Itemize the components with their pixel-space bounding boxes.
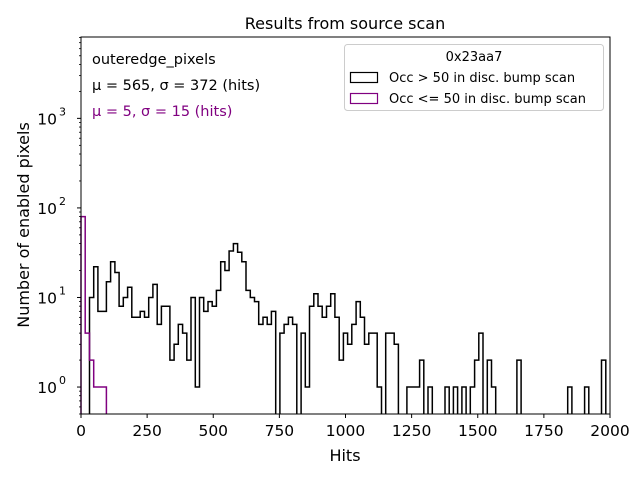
legend-swatch-high-occ	[349, 71, 379, 84]
legend-label-low-occ: Occ <= 50 in disc. bump scan	[389, 92, 586, 107]
y-axis-label: Number of enabled pixels	[14, 122, 33, 328]
y-tick-exponent: 1	[59, 284, 66, 297]
annotation-stats-main: μ = 565, σ = 372 (hits)	[92, 78, 260, 94]
x-tick-label: 1500	[458, 422, 497, 440]
y-tick-label: 10	[37, 379, 57, 397]
y-tick-label: 10	[37, 200, 57, 218]
legend-label-high-occ: Occ > 50 in disc. bump scan	[389, 71, 575, 86]
chart-title: Results from source scan	[245, 14, 445, 33]
series-layer	[0, 215, 640, 481]
x-tick-label: 2000	[590, 422, 629, 440]
y-tick-exponent: 2	[59, 195, 66, 208]
x-tick-label: 1250	[392, 422, 431, 440]
x-axis: 0 250 500 750 1000 1250 1500 1750 2000	[76, 414, 630, 440]
histogram-series-1	[80, 215, 108, 416]
x-tick-label: 250	[132, 422, 162, 440]
y-tick-label: 10	[37, 110, 57, 128]
annotation-stats-low: μ = 5, σ = 15 (hits)	[92, 104, 232, 120]
x-tick-label: 500	[198, 422, 228, 440]
legend-swatch-low-occ	[349, 92, 379, 105]
x-axis-label: Hits	[329, 446, 360, 465]
annotation-dataset-name: outeredge_pixels	[92, 52, 216, 68]
legend-frame	[344, 44, 604, 111]
y-tick-exponent: 3	[59, 105, 66, 118]
legend-title: 0x23aa7	[446, 50, 503, 65]
x-tick-label: 0	[76, 422, 86, 440]
histogram-series-0	[88, 242, 610, 417]
bottom-mask	[0, 414, 640, 481]
x-tick-label: 750	[265, 422, 295, 440]
x-tick-label: 1000	[326, 422, 365, 440]
legend: 0x23aa7 Occ > 50 in disc. bump scan Occ …	[344, 44, 604, 111]
y-tick-exponent: 0	[59, 374, 66, 387]
x-tick-label: 1750	[524, 422, 563, 440]
y-tick-label: 10	[37, 289, 57, 307]
